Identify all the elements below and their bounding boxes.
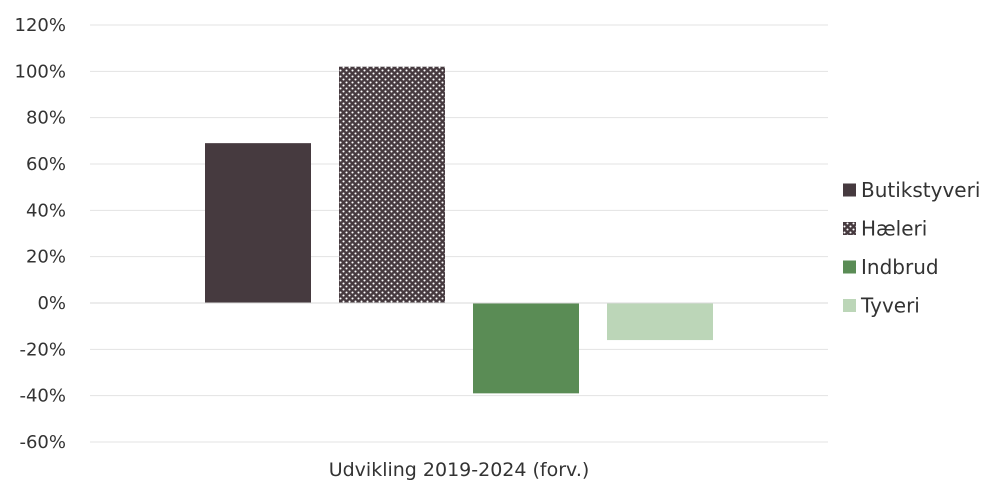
y-tick-label: 20% (26, 247, 66, 268)
gridlines (90, 24, 828, 443)
y-tick-label: 0% (37, 293, 66, 314)
legend: Butikstyveri Hæleri Indbrud Tyveri (843, 178, 980, 318)
y-tick-label: 40% (26, 200, 66, 221)
legend-item: Indbrud (843, 255, 939, 279)
legend-label: Hæleri (861, 217, 927, 241)
legend-swatch (843, 222, 856, 235)
legend-item: Butikstyveri (843, 178, 980, 202)
y-tick-label: 100% (15, 61, 66, 82)
legend-label: Tyveri (860, 294, 920, 318)
bar-indbrud (473, 303, 579, 394)
legend-swatch (843, 260, 856, 274)
legend-item: Hæleri (843, 217, 927, 241)
y-tick-label: 120% (15, 15, 66, 36)
bar-butikstyveri (205, 143, 311, 303)
legend-label: Indbrud (861, 255, 939, 279)
x-category-label: Udvikling 2019-2024 (forv.) (329, 459, 590, 481)
bars (205, 66, 713, 394)
x-axis: Udvikling 2019-2024 (forv.) (90, 302, 828, 481)
y-tick-label: 80% (26, 108, 66, 129)
legend-label: Butikstyveri (861, 178, 980, 202)
bar-hæleri (339, 66, 445, 303)
legend-swatch (843, 183, 856, 197)
legend-item: Tyveri (843, 294, 920, 318)
y-axis: 120% 100% 80% 60% 40% 20% 0% -20% -40% -60% (15, 15, 66, 453)
y-tick-label: -20% (19, 339, 66, 360)
y-tick-label: -60% (19, 432, 66, 453)
bar-tyveri (607, 303, 713, 341)
y-tick-label: -40% (19, 386, 66, 407)
y-tick-label: 60% (26, 154, 66, 175)
legend-swatch (843, 299, 856, 312)
